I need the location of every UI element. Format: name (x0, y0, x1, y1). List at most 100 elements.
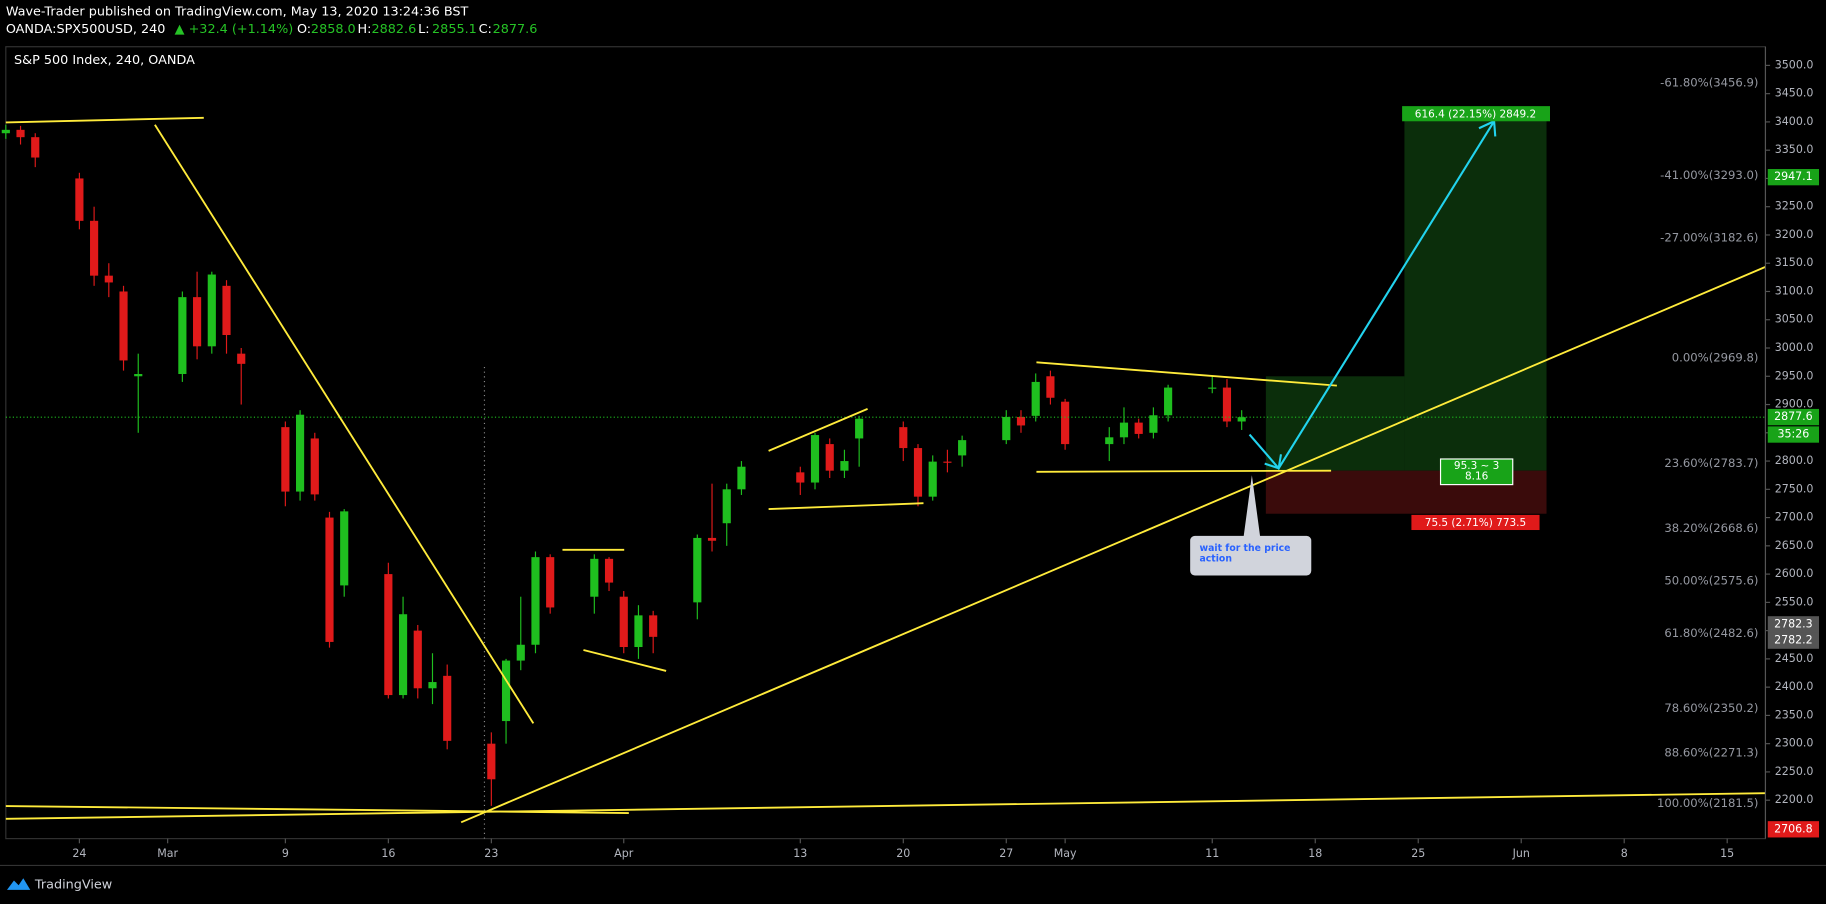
y-tick-label: 2550.0 (1775, 595, 1814, 608)
candle-body (16, 129, 25, 138)
trend-line (768, 502, 924, 510)
fib-label: 61.80%(2482.6) (1664, 626, 1758, 640)
candle-body (928, 461, 937, 497)
candle-body (384, 574, 393, 696)
candle-body (222, 285, 231, 336)
fib-label: 0.00%(2969.8) (1672, 351, 1759, 365)
candle-body (178, 297, 187, 375)
candle-body (546, 557, 555, 608)
x-tick-label: 9 (282, 847, 289, 860)
candle-body (1237, 417, 1246, 422)
price-badges: 2947.1 2877.6 35:26 2782.3 2782.2 2706.8 (1767, 169, 1820, 838)
y-tick-label: 2950.0 (1775, 369, 1814, 382)
y-tick-label: 3200.0 (1775, 228, 1814, 241)
candle-body (1222, 387, 1232, 422)
candles (1, 124, 1766, 806)
price-badge-label: 35:26 (1777, 428, 1809, 441)
x-tick-label: 11 (1205, 847, 1219, 860)
y-tick-label: 3000.0 (1775, 341, 1814, 354)
price-badge-label: 2706.8 (1774, 822, 1813, 835)
candle-body (1208, 387, 1217, 389)
ohlc-value: 2855.1 (432, 22, 477, 37)
candle-body (487, 743, 496, 780)
trend-line (5, 792, 1766, 820)
x-tick-label: 20 (896, 847, 910, 860)
candle-body (1105, 437, 1114, 445)
x-tick-label: 16 (381, 847, 395, 860)
fib-label: -27.00%(3182.6) (1660, 230, 1758, 244)
y-tick-label: 3150.0 (1775, 256, 1814, 269)
candle-body (590, 558, 599, 597)
y-tick-label: 3400.0 (1775, 115, 1814, 128)
trend-line (460, 265, 1766, 824)
candle-body (295, 414, 305, 492)
candle-body (604, 558, 614, 583)
candle-body (1002, 416, 1011, 441)
ohlc: O: 2858.0 H: 2882.6 L: 2855.1 C: 2877.6 (297, 22, 537, 37)
ratio-label: 8.16 (1465, 470, 1488, 482)
arrow-head (1264, 454, 1283, 470)
candle-body (840, 461, 849, 471)
callout-text-box: wait for the price action (1199, 542, 1291, 564)
target-label: 616.4 (22.15%) 2849.2 (1415, 108, 1536, 120)
candle-body (310, 438, 319, 495)
y-tick-label: 2200.0 (1775, 793, 1814, 806)
candle-body (825, 444, 834, 471)
candle-body (75, 178, 84, 221)
price-badge-label: 2947.1 (1774, 170, 1813, 183)
change: ▲ +32.4 (+1.14%) (175, 22, 294, 37)
candle-body (134, 374, 143, 377)
candle-body (516, 644, 525, 661)
x-tick-label: Jun (1512, 847, 1530, 860)
y-tick-label: 2300.0 (1775, 737, 1814, 750)
footer: TradingView (34, 878, 112, 893)
price-badge (1767, 408, 1820, 426)
trend-line (5, 116, 204, 124)
fib-label: 38.20%(2668.6) (1664, 521, 1758, 535)
candle-body (193, 297, 202, 347)
candle-body (1134, 422, 1143, 434)
trend-line (1036, 469, 1332, 473)
candle-body (31, 137, 40, 158)
ohlc-value: 2877.6 (493, 22, 538, 37)
stop-label-box (1411, 514, 1540, 531)
candle-body (737, 466, 746, 490)
candle-body (634, 615, 643, 648)
candle-body (1031, 381, 1040, 416)
y-tick-label: 2900.0 (1775, 398, 1814, 411)
price-badge (1767, 616, 1820, 633)
candle-body (943, 461, 952, 463)
ohlc-value: 2882.6 (371, 22, 416, 37)
candle-body (237, 353, 246, 364)
callout-text: wait for the price action (1199, 542, 1291, 564)
x-tick-label: 24 (72, 847, 86, 860)
price-badge (1767, 821, 1820, 838)
chart-title: S&P 500 Index, 240, OANDA (14, 53, 195, 68)
candle-body (501, 660, 511, 722)
candle-body (428, 682, 437, 689)
candle-body (398, 614, 408, 696)
candle-body (1119, 422, 1129, 438)
x-tick-label: Apr (614, 847, 634, 860)
fib-label: 88.60%(2271.3) (1664, 745, 1758, 759)
price-badge-label: 2877.6 (1774, 410, 1813, 423)
candle-body (119, 291, 128, 361)
candle-body (104, 275, 113, 283)
x-tick-label: 15 (1720, 847, 1734, 860)
candle-body (443, 675, 452, 741)
y-tick-label: 2650.0 (1775, 539, 1814, 552)
x-tick-label: 8 (1621, 847, 1628, 860)
fib-label: 50.00%(2575.6) (1664, 573, 1758, 587)
y-tick-label: 3050.0 (1775, 313, 1814, 326)
candle-body (619, 596, 628, 648)
candle-body (649, 615, 658, 637)
ratio-box (1439, 458, 1514, 486)
candle-body (958, 440, 967, 456)
target-zone (1265, 376, 1405, 471)
candle-body (281, 427, 290, 492)
y-tick-label: 2250.0 (1775, 765, 1814, 778)
candle-body (722, 489, 731, 524)
x-tick-label: 18 (1308, 847, 1322, 860)
fib-label: 100.00%(2181.5) (1657, 796, 1758, 810)
